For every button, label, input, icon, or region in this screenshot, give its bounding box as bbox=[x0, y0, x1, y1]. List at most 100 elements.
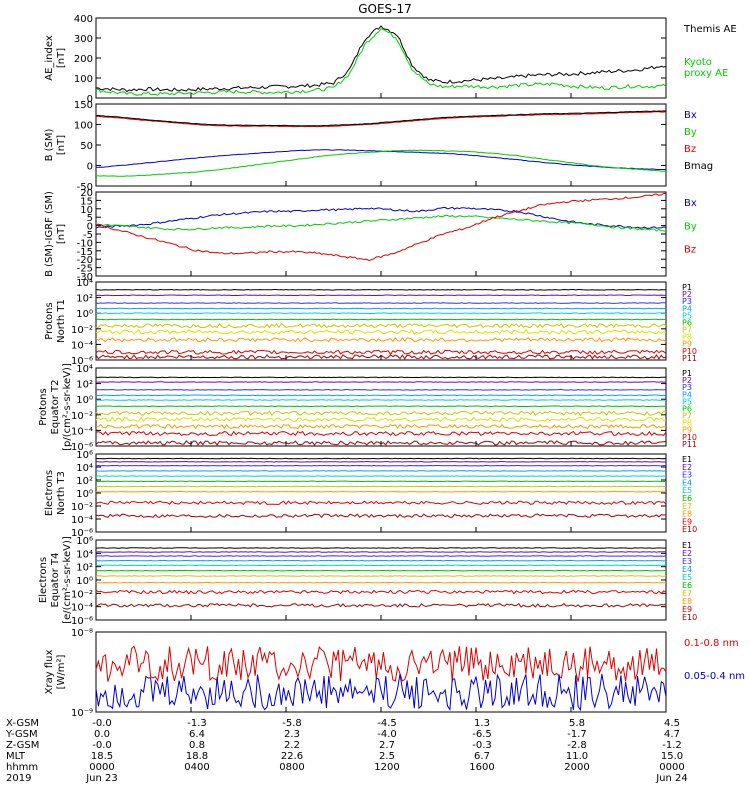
series-line bbox=[95, 470, 667, 472]
series-line bbox=[95, 513, 667, 519]
x-row-value: Jun 23 bbox=[85, 773, 118, 784]
y-tick-label: 300 bbox=[74, 34, 93, 45]
panel-frame bbox=[95, 103, 667, 187]
legend-entry: P10 bbox=[682, 347, 697, 356]
x-row-label: hhmm bbox=[6, 762, 38, 773]
panel-pe: 10⁻⁶ 10⁻⁴ 10⁻² 10⁰ 10² 10⁴ Protons Equator T2 [p… bbox=[38, 363, 697, 453]
series-line bbox=[95, 500, 667, 506]
legend-entry: E2 bbox=[682, 463, 692, 472]
series-line bbox=[95, 457, 667, 460]
x-row-value: 1.3 bbox=[474, 718, 490, 729]
y-axis-label: Equator T4 bbox=[50, 553, 61, 608]
panel-xray: 10⁻⁹ 10⁻⁸ Xray flux [W/m²] 0.1-0.8 nm 0.05-0.… bbox=[44, 628, 745, 719]
legend-entry: E2 bbox=[682, 549, 692, 558]
x-row-label: Z-GSM bbox=[6, 740, 39, 751]
y-tick-label: 10⁴ bbox=[76, 364, 93, 375]
y-tick-label: 10⁻⁶ bbox=[71, 442, 93, 453]
x-row-value: 2.2 bbox=[284, 740, 300, 751]
y-axis-label: Equator T2 bbox=[50, 380, 61, 435]
legend-entry: P6 bbox=[682, 318, 692, 327]
series-line bbox=[95, 206, 667, 229]
y-tick-label: 10⁻⁴ bbox=[71, 515, 93, 526]
legend-entry: P2 bbox=[682, 376, 692, 385]
y-axis-label: B (SM) bbox=[44, 128, 55, 161]
y-tick-label: 400 bbox=[74, 14, 93, 25]
series-line bbox=[95, 388, 667, 391]
y-axis-label: North T1 bbox=[56, 299, 67, 343]
y-tick-label: -25 bbox=[77, 264, 93, 275]
x-row-value: 0000 bbox=[89, 762, 114, 773]
y-axis-label: AE_index bbox=[44, 35, 55, 81]
series-line bbox=[95, 416, 667, 423]
series-bsm-bz bbox=[95, 111, 667, 128]
y-tick-label: 10⁻² bbox=[71, 589, 93, 600]
x-row-value: 2.5 bbox=[379, 751, 395, 762]
legend-entry: P4 bbox=[682, 390, 692, 399]
y-tick-label: 10⁻⁹ bbox=[71, 708, 93, 719]
series-line bbox=[95, 302, 667, 304]
y-tick-label: -30 bbox=[77, 272, 93, 283]
x-row-value: 6.4 bbox=[189, 729, 205, 740]
series-bres-by bbox=[95, 214, 667, 232]
x-row-value: 0000 bbox=[659, 762, 684, 773]
y-tick-label: 10⁻⁴ bbox=[71, 340, 93, 351]
series-en-e5 bbox=[95, 475, 667, 477]
series-line bbox=[95, 547, 666, 549]
y-tick-label: 150 bbox=[74, 100, 93, 111]
legend-entry: E8 bbox=[682, 510, 692, 519]
y-tick-label: 0 bbox=[87, 162, 93, 173]
series-pe-p10 bbox=[95, 430, 667, 437]
legend-entry: E10 bbox=[682, 613, 697, 622]
series-line bbox=[95, 336, 667, 343]
legend-entry: By bbox=[684, 127, 697, 138]
x-row-value: -0.3 bbox=[472, 740, 492, 751]
legend-entry: By bbox=[684, 221, 697, 232]
legend-entry: P2 bbox=[682, 290, 692, 299]
y-tick-label: 0 bbox=[87, 222, 93, 233]
x-row-value: 18.5 bbox=[91, 751, 113, 762]
series-line bbox=[95, 28, 667, 96]
y-tick-label: 10² bbox=[76, 563, 93, 574]
y-axis-label: [nT] bbox=[56, 224, 67, 244]
x-row-value: 4.5 bbox=[664, 718, 680, 729]
series-line bbox=[95, 645, 667, 682]
legend-entry: E10 bbox=[682, 525, 697, 534]
y-tick-label: 10⁰ bbox=[76, 309, 93, 320]
series-pn-p3 bbox=[95, 302, 667, 304]
legend-entry: P4 bbox=[682, 304, 692, 313]
series-ee-e1 bbox=[95, 547, 666, 549]
series-pe-p2 bbox=[96, 381, 667, 383]
legend-entry: P3 bbox=[682, 297, 692, 306]
series-ee-e5 bbox=[95, 564, 667, 567]
series-line bbox=[95, 581, 667, 584]
series-line bbox=[95, 394, 667, 397]
legend-entry: P6 bbox=[682, 404, 692, 413]
series-line bbox=[95, 349, 667, 355]
y-tick-label: 0 bbox=[87, 94, 93, 105]
series-line bbox=[95, 475, 667, 477]
x-row-value: 1600 bbox=[469, 762, 494, 773]
x-row-value: -0.0 bbox=[92, 740, 112, 751]
series-line bbox=[95, 405, 667, 408]
series-line bbox=[95, 485, 667, 488]
series-ee-e2 bbox=[95, 551, 666, 553]
y-tick-label: 10² bbox=[76, 476, 93, 487]
y-tick-label: 20 bbox=[80, 188, 93, 199]
series-line bbox=[95, 111, 667, 128]
series-line bbox=[95, 110, 667, 127]
series-line bbox=[95, 559, 666, 562]
legend-entry: Bz bbox=[684, 144, 696, 155]
series-line bbox=[95, 603, 667, 608]
series-pe-p8 bbox=[95, 416, 667, 423]
x-row-value: 11.0 bbox=[566, 751, 588, 762]
y-tick-label: 10⁰ bbox=[76, 576, 93, 587]
series-pe-p3 bbox=[95, 388, 667, 391]
series-ee-e6 bbox=[95, 569, 667, 572]
series-en-e9 bbox=[95, 500, 667, 506]
legend-entry: Bz bbox=[684, 245, 696, 256]
legend-entry: proxy AE bbox=[684, 68, 728, 79]
series-pn-p6 bbox=[95, 318, 666, 321]
legend-entry: E6 bbox=[682, 494, 692, 503]
y-axis-label: [nT] bbox=[56, 135, 67, 155]
